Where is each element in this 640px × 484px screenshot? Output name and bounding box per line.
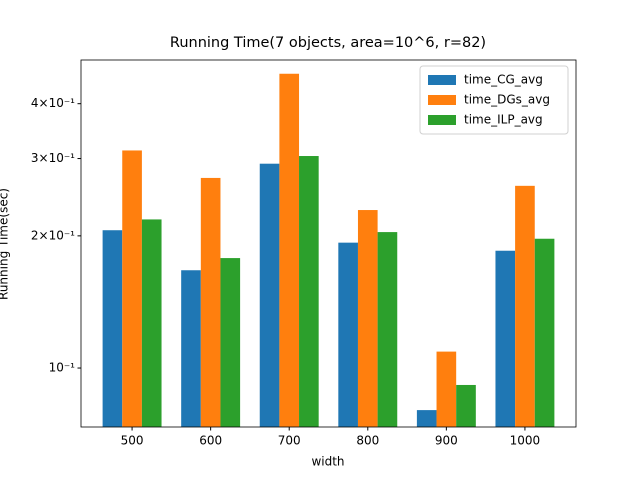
x-tick-label: 700 bbox=[278, 434, 301, 448]
plot-frame bbox=[80, 59, 577, 428]
chart-title: Running Time(7 objects, area=10^6, r=82) bbox=[170, 35, 486, 51]
legend-swatch bbox=[428, 75, 456, 85]
y-tick-label: 2×10⁻¹ bbox=[31, 228, 75, 242]
legend-label: time_CG_avg bbox=[464, 73, 543, 87]
bar bbox=[416, 410, 437, 427]
legend-box bbox=[419, 65, 569, 135]
bar bbox=[534, 238, 555, 427]
bar bbox=[259, 163, 280, 428]
bar bbox=[377, 232, 398, 427]
bar bbox=[456, 384, 476, 427]
bar bbox=[338, 242, 358, 427]
y-tick-label: 10⁻¹ bbox=[49, 361, 76, 375]
bar bbox=[299, 156, 319, 427]
x-tick-label: 900 bbox=[435, 434, 458, 448]
legend-label: time_ILP_avg bbox=[464, 113, 543, 127]
bar bbox=[220, 258, 241, 427]
bar bbox=[436, 351, 457, 427]
bar bbox=[181, 270, 201, 427]
x-tick-label: 800 bbox=[356, 434, 379, 448]
x-tick-label: 600 bbox=[199, 434, 222, 448]
bar bbox=[102, 230, 123, 427]
bar bbox=[357, 210, 378, 427]
bar bbox=[122, 150, 142, 427]
x-tick-label: 500 bbox=[121, 434, 144, 448]
bar bbox=[141, 219, 162, 427]
x-tick-label: 1000 bbox=[510, 434, 541, 448]
legend-swatch bbox=[428, 115, 456, 125]
bar bbox=[515, 185, 535, 427]
y-axis-label: Running Time(sec) bbox=[0, 188, 11, 300]
y-tick-label: 4×10⁻¹ bbox=[31, 96, 75, 110]
bar bbox=[279, 73, 300, 427]
x-axis-label: width bbox=[311, 455, 344, 469]
legend-swatch bbox=[428, 95, 456, 105]
legend-label: time_DGs_avg bbox=[464, 93, 550, 107]
bar bbox=[495, 250, 516, 427]
bar bbox=[200, 177, 221, 427]
y-tick-label: 3×10⁻¹ bbox=[31, 151, 75, 165]
